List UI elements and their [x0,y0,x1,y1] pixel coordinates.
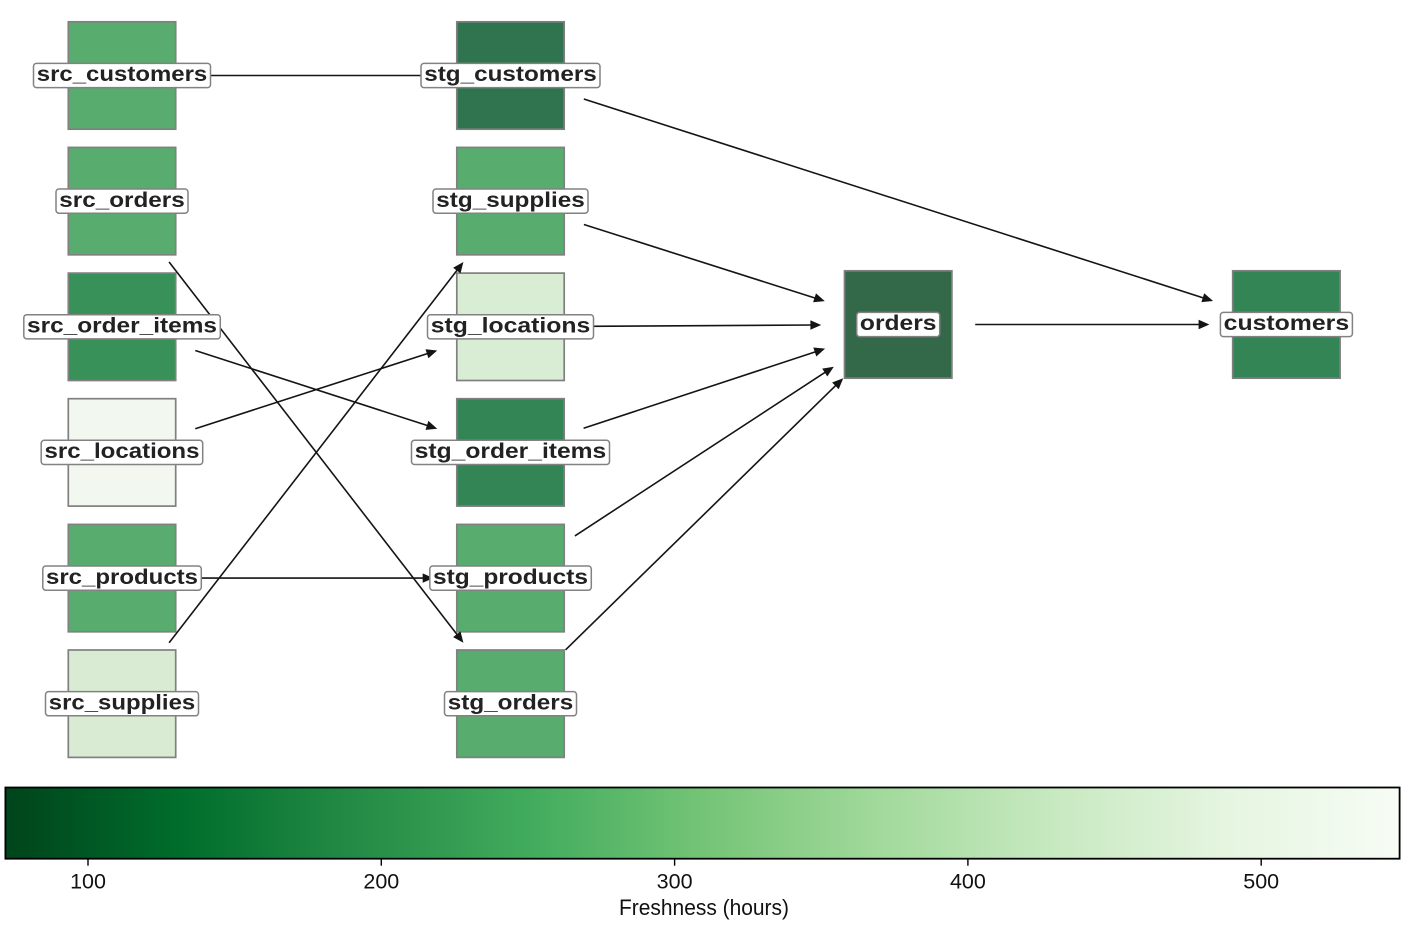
svg-text:200: 200 [363,869,399,893]
svg-text:stg_products: stg_products [433,566,588,589]
svg-text:500: 500 [1243,869,1279,893]
svg-text:src_order_items: src_order_items [27,315,217,338]
svg-text:src_locations: src_locations [45,440,200,463]
svg-text:stg_locations: stg_locations [431,315,591,338]
svg-text:stg_supplies: stg_supplies [436,189,585,212]
svg-text:stg_customers: stg_customers [424,63,597,86]
svg-text:src_products: src_products [46,566,198,589]
svg-text:Freshness (hours): Freshness (hours) [619,895,789,920]
svg-text:stg_order_items: stg_order_items [415,440,607,463]
svg-text:orders: orders [860,312,937,335]
svg-text:src_supplies: src_supplies [49,691,196,714]
svg-text:customers: customers [1224,312,1350,335]
svg-text:src_customers: src_customers [37,63,208,86]
svg-text:100: 100 [70,869,106,893]
svg-text:stg_orders: stg_orders [448,691,574,714]
svg-text:src_orders: src_orders [59,189,185,212]
svg-text:300: 300 [657,869,693,893]
svg-text:400: 400 [950,869,986,893]
